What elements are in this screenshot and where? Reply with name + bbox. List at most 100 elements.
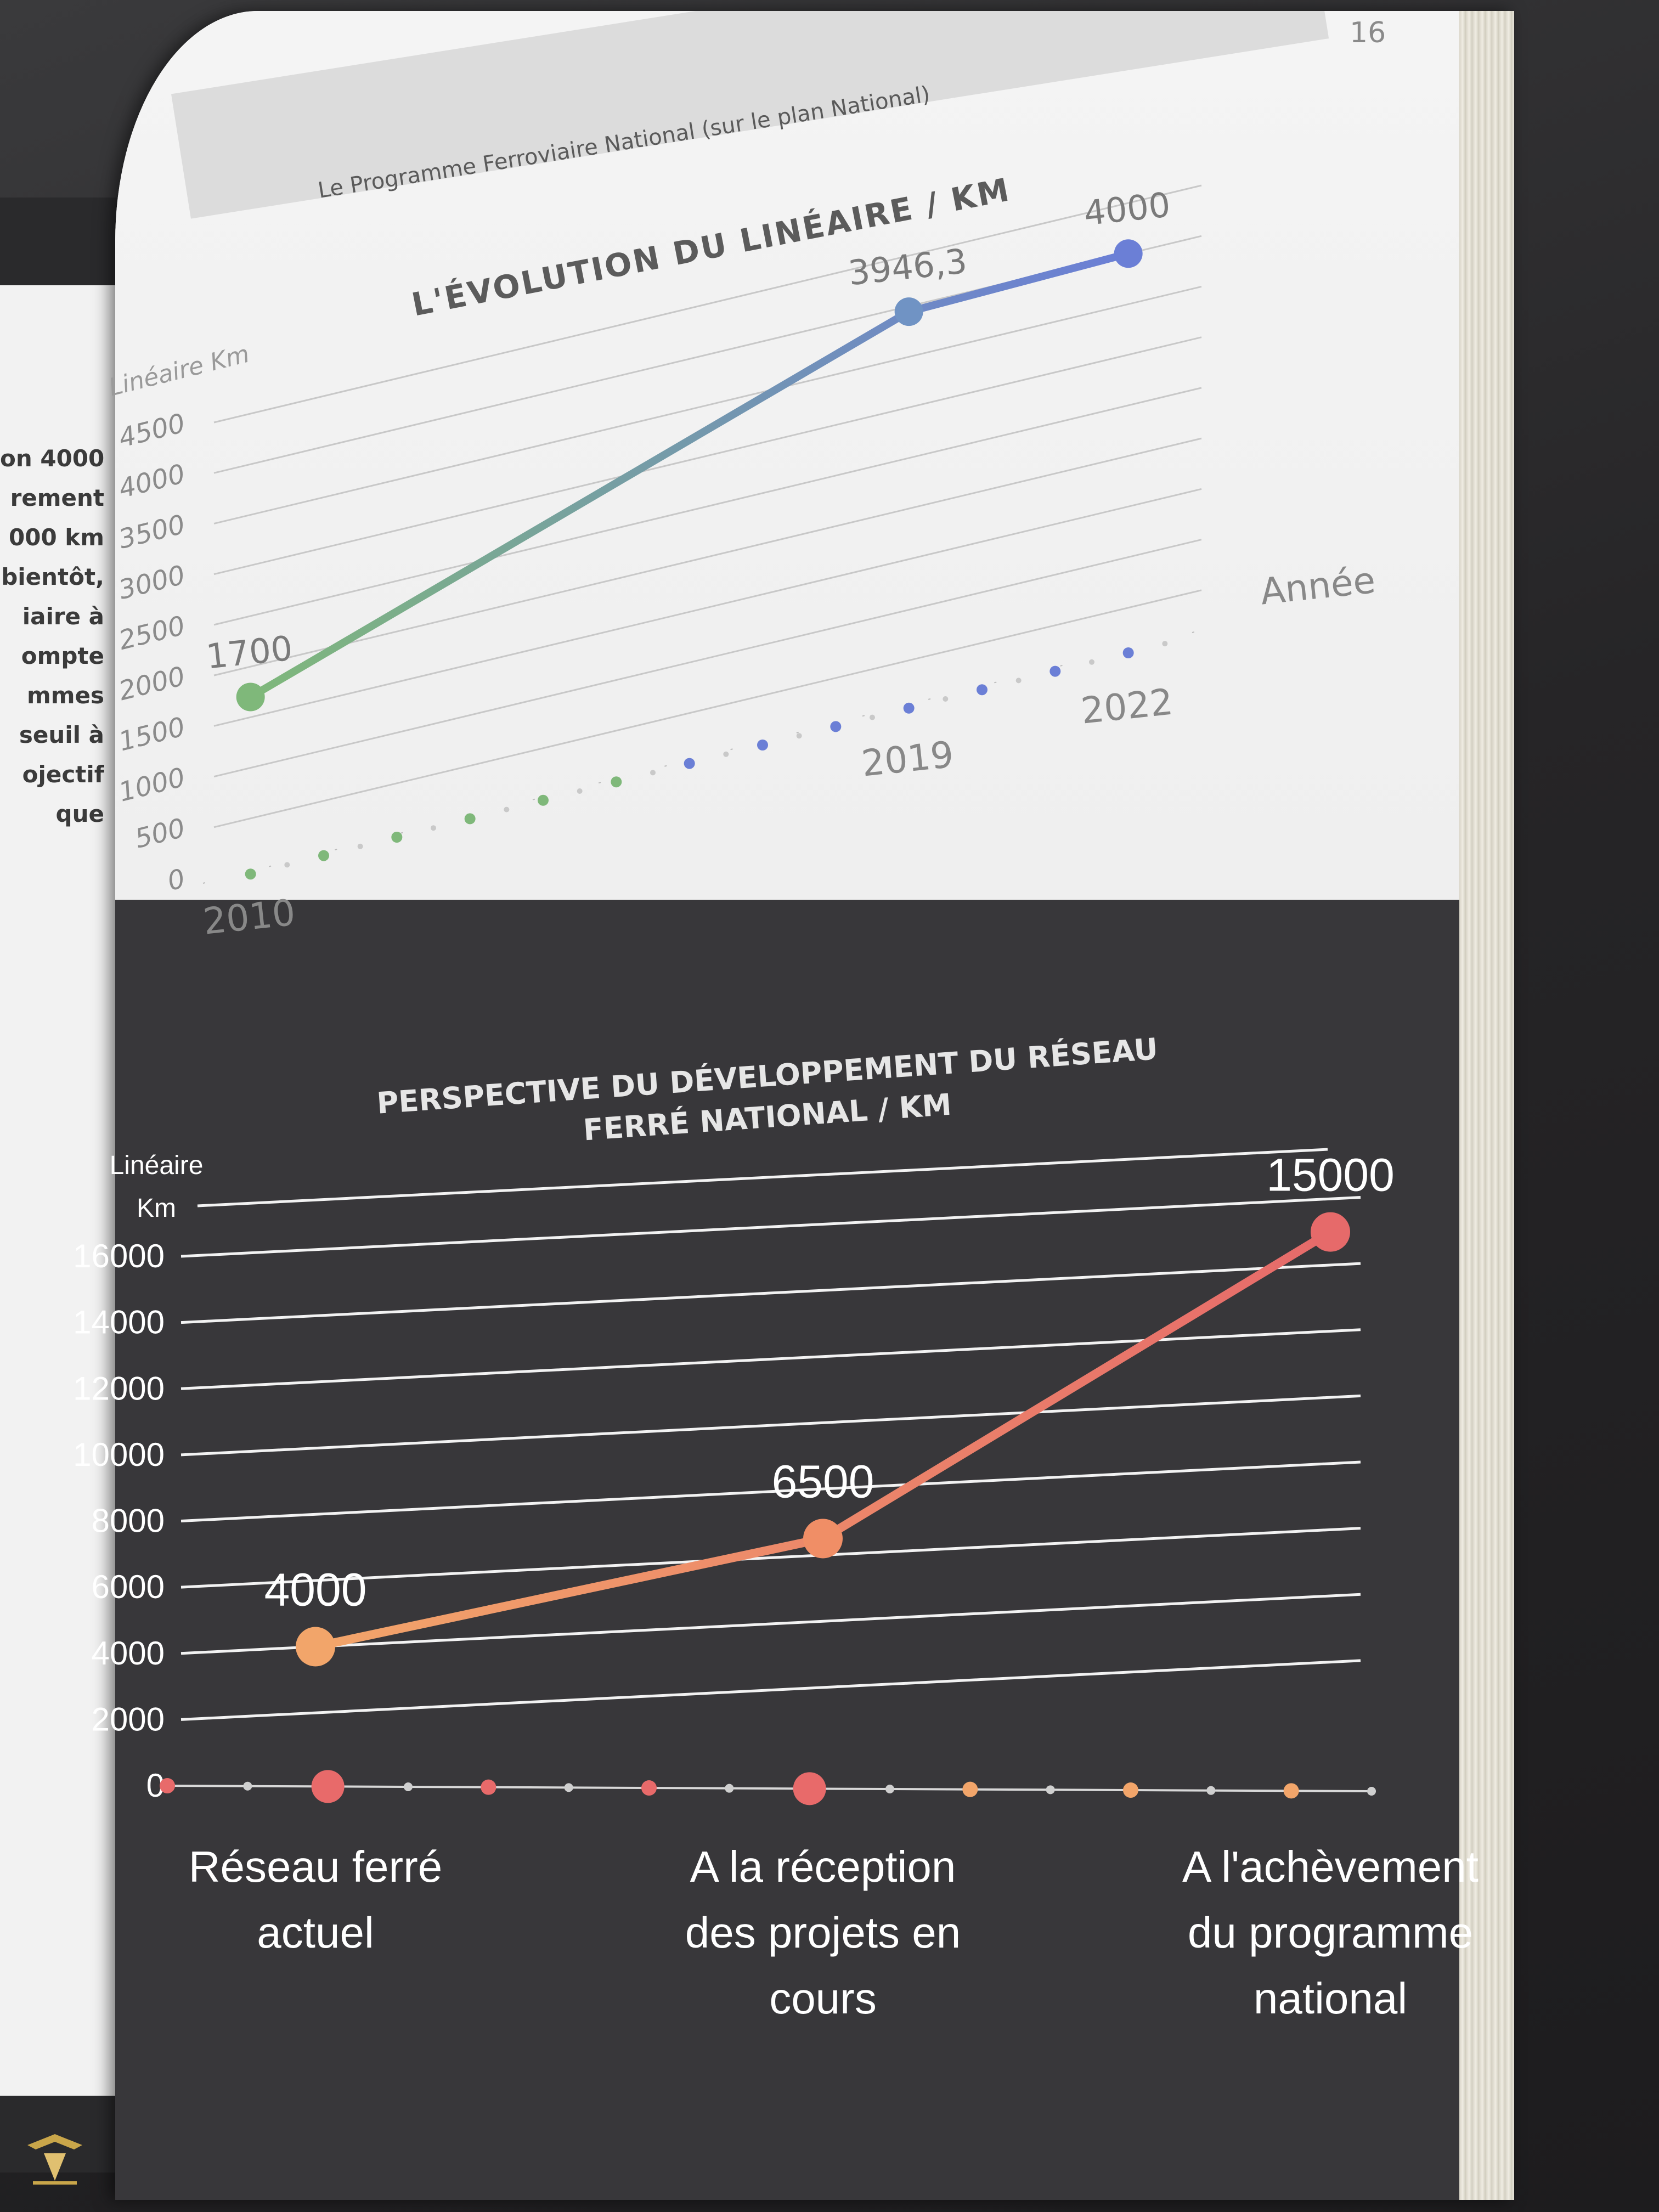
x-axis-dot: [793, 1772, 826, 1805]
x-tick-label: 2010: [201, 891, 297, 943]
previous-page-text: on 4000 rement 000 km bientôt, iaire à ompte m…: [0, 439, 104, 834]
y-tick-label: 6000: [92, 1568, 165, 1605]
previous-page-line: 000 km: [9, 524, 104, 551]
y-tick-label: 16000: [73, 1238, 165, 1274]
grid-line: [180, 1659, 1361, 1721]
data-label: 3946,3: [847, 241, 969, 293]
y-tick-label: 3500: [116, 509, 188, 555]
x-axis-dot: [284, 862, 290, 868]
watermark-logo-icon: [27, 2134, 82, 2185]
grid-line: [213, 488, 1202, 727]
x-axis-dot: [464, 813, 476, 825]
y-tick-label: 4000: [116, 459, 188, 505]
data-label: 15000: [1266, 1149, 1395, 1201]
x-axis-dot: [1367, 1787, 1376, 1796]
x-axis-dot: [725, 1784, 734, 1793]
x-axis-dot: [1206, 1786, 1216, 1795]
y-tick-label: 8000: [92, 1503, 165, 1539]
x-axis-dot: [796, 733, 802, 739]
data-point: [894, 297, 923, 326]
x-axis-dot: [870, 714, 875, 720]
x-axis-dot: [757, 740, 768, 751]
grid-line: [180, 1460, 1361, 1522]
data-point: [803, 1519, 843, 1559]
x-axis-dot: [1283, 1783, 1299, 1799]
x-axis-dot: [245, 868, 256, 880]
x-axis-dot: [504, 806, 510, 812]
category-label: national: [1254, 1974, 1407, 2023]
x-axis-dot: [1015, 678, 1022, 684]
x-axis-dot: [943, 696, 949, 702]
y-tick-label: 3000: [116, 560, 188, 606]
previous-page-line: ojectif: [22, 761, 104, 788]
category-label: actuel: [257, 1908, 374, 1957]
category-label: des projets en: [685, 1908, 961, 1957]
category-label: Réseau ferré: [189, 1842, 442, 1891]
grid-line: [213, 437, 1202, 676]
category-label: cours: [769, 1974, 877, 2023]
x-axis-dot: [723, 751, 729, 757]
x-axis-label: Année: [1259, 559, 1378, 613]
x-axis-dot: [1123, 1782, 1138, 1798]
y-tick-label: 4000: [92, 1635, 165, 1672]
grid-line: [180, 1527, 1361, 1589]
x-axis-dot: [684, 758, 695, 769]
x-axis-dot: [564, 1783, 573, 1792]
x-axis-dot: [431, 825, 436, 831]
grid-line: [197, 1148, 1328, 1207]
y-tick-label: 14000: [73, 1304, 165, 1341]
data-point: [296, 1627, 335, 1667]
x-axis-dot: [243, 1781, 252, 1791]
x-axis-dot: [962, 1781, 978, 1797]
previous-page-line: mmes: [26, 682, 104, 709]
previous-page-line: bientôt,: [1, 563, 104, 590]
page: Le Programme Ferroviaire National (sur l…: [115, 11, 1514, 2200]
grid-line: [180, 1394, 1361, 1457]
data-label: 6500: [772, 1455, 874, 1507]
x-tick-label: 2019: [860, 733, 956, 785]
y-tick-label: 1500: [116, 712, 188, 758]
previous-page-line: on 4000: [0, 445, 104, 472]
grid-line: [213, 336, 1202, 575]
y-tick-label: 500: [132, 812, 188, 855]
y-tick-label: 1000: [116, 762, 188, 808]
x-axis-dot: [160, 1778, 175, 1794]
grid-line: [180, 1262, 1361, 1324]
x-axis-dot: [404, 1782, 413, 1792]
category-label: A l'achèvement: [1182, 1842, 1479, 1891]
x-axis-dot: [885, 1785, 894, 1794]
category-label: du programme: [1188, 1908, 1473, 1957]
previous-page-line: ompte: [21, 642, 104, 669]
x-axis-dot: [830, 721, 842, 732]
y-tick-label: 12000: [73, 1370, 165, 1407]
grid-line: [180, 1328, 1361, 1390]
data-label: 1700: [204, 628, 295, 677]
page-number: 16: [1350, 16, 1386, 49]
grid-line: [213, 184, 1202, 424]
grid-line: [213, 589, 1202, 828]
x-axis-dot: [1089, 659, 1094, 665]
x-axis-dot: [903, 702, 915, 714]
x-tick-label: 2022: [1079, 681, 1175, 732]
x-axis-dot: [311, 1770, 345, 1803]
data-label: 4000: [264, 1564, 367, 1616]
data-point: [1114, 239, 1143, 268]
x-axis-baseline: [164, 1785, 1372, 1792]
x-axis-dot: [318, 850, 329, 861]
previous-page-line: que: [55, 800, 104, 827]
y-axis-label: Linéaire: [110, 1151, 204, 1180]
y-tick-label: 2000: [92, 1701, 165, 1737]
x-axis-dot: [641, 1780, 657, 1796]
previous-page-paper: [0, 285, 118, 2096]
y-tick-label: 0: [165, 863, 188, 897]
x-axis-dot: [611, 776, 622, 788]
x-axis-dot: [1162, 641, 1168, 647]
category-label: A la réception: [690, 1842, 956, 1891]
grid-line: [180, 1593, 1361, 1655]
x-axis-dot: [577, 788, 583, 794]
previous-page-line: seuil à: [19, 721, 104, 748]
x-axis-dot: [650, 770, 656, 776]
grid-line: [180, 1196, 1361, 1258]
grid-line: [213, 387, 1202, 626]
